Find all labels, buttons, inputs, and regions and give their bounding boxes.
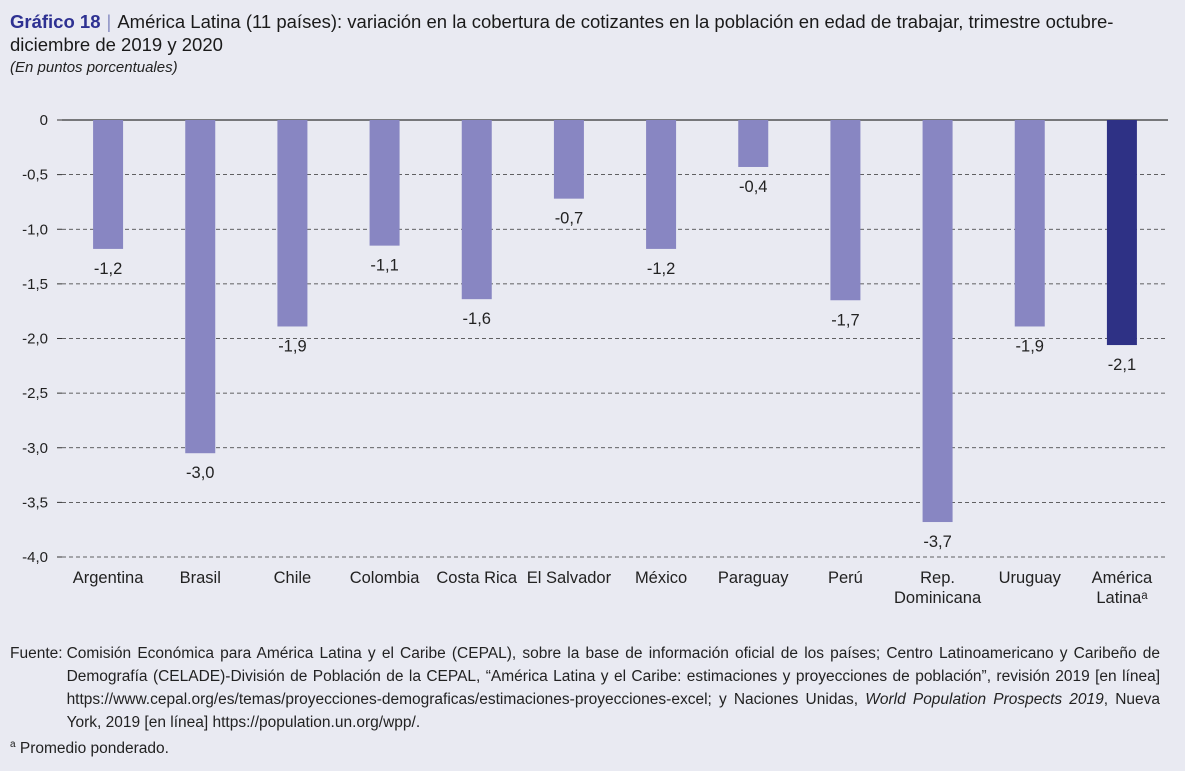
source-italic: World Population Prospects 2019	[865, 691, 1104, 708]
data-label: -1,1	[370, 257, 398, 275]
data-label: -0,7	[555, 210, 583, 228]
data-label: -1,2	[94, 260, 122, 278]
bar	[369, 120, 400, 246]
bar	[461, 120, 492, 300]
y-tick-label: -2,0	[22, 331, 48, 348]
y-tick-label: -1,5	[22, 276, 48, 293]
bar	[553, 120, 584, 199]
data-label: -1,9	[1016, 337, 1044, 355]
bar	[738, 120, 769, 167]
category-label: Costa Rica	[436, 569, 518, 587]
title-text: América Latina (11 países): variación en…	[10, 11, 1114, 55]
category-label: El Salvador	[527, 569, 612, 587]
category-label: Colombia	[350, 569, 421, 587]
figure-number: Gráfico 18	[10, 11, 101, 32]
x-axis-labels: Argentina Brasil Chile Colombia Costa Rica El…	[73, 569, 1153, 607]
chart-header: Gráfico 18 | América Latina (11 países): v…	[10, 10, 1175, 76]
category-label: Rep.	[920, 569, 955, 587]
y-axis-ticks: 0 -0,5 -1,0 -1,5 -2,0 -2,5 -3,0 -3,5 -4,0	[22, 112, 62, 566]
y-tick-label: -3,0	[22, 440, 48, 457]
data-label: -1,6	[463, 310, 491, 328]
data-label: -3,0	[186, 464, 214, 482]
category-label: Dominicana	[894, 589, 982, 607]
category-label: Paraguay	[718, 569, 789, 587]
data-label: -1,2	[647, 260, 675, 278]
chart-title: Gráfico 18 | América Latina (11 países): v…	[10, 10, 1175, 56]
source-note: Fuente: Comisión Económica para América …	[10, 642, 1160, 734]
y-tick-label: -0,5	[22, 167, 48, 184]
category-label: América	[1092, 569, 1153, 587]
y-tick-label: -3,5	[22, 494, 48, 511]
bar	[93, 120, 124, 249]
category-label: Chile	[274, 569, 312, 587]
footnote: a Promedio ponderado.	[10, 739, 169, 758]
category-label: México	[635, 569, 687, 587]
bar	[1014, 120, 1045, 327]
bar	[922, 120, 953, 523]
category-label: Uruguay	[999, 569, 1062, 587]
y-tick-label: 0	[40, 112, 48, 129]
grid-lines	[62, 119, 1168, 558]
source-text: Comisión Económica para América Latina y…	[66, 645, 1161, 731]
data-label: -1,7	[831, 311, 859, 329]
category-label: Argentina	[73, 569, 144, 587]
y-tick-label: -4,0	[22, 549, 48, 566]
category-label: Latinaᵃ	[1096, 589, 1148, 607]
bar	[646, 120, 677, 249]
title-separator: |	[106, 11, 112, 32]
data-label: -2,1	[1108, 356, 1136, 374]
bars	[93, 120, 1137, 523]
bar-chart: 0 -0,5 -1,0 -1,5 -2,0 -2,5 -3,0 -3,5 -4,0 -1,2 -3…	[22, 112, 1168, 607]
bar	[1106, 120, 1137, 346]
footnote-marker: a	[10, 739, 16, 750]
bar	[185, 120, 216, 454]
category-label: Perú	[828, 569, 863, 587]
data-label: -3,7	[923, 533, 951, 551]
bar	[277, 120, 308, 327]
chart-subtitle: (En puntos porcentuales)	[10, 59, 178, 76]
data-labels: -1,2 -3,0 -1,9 -1,1 -1,6 -0,7 -1,2 -0,4 -1,7 -3,7…	[94, 178, 1136, 551]
source-label: Fuente:	[10, 645, 63, 662]
y-tick-label: -1,0	[22, 221, 48, 238]
y-tick-label: -2,5	[22, 385, 48, 402]
category-label: Brasil	[180, 569, 221, 587]
data-label: -0,4	[739, 178, 767, 196]
data-label: -1,9	[278, 337, 306, 355]
bar	[830, 120, 861, 301]
footnote-text: Promedio ponderado.	[19, 740, 169, 758]
